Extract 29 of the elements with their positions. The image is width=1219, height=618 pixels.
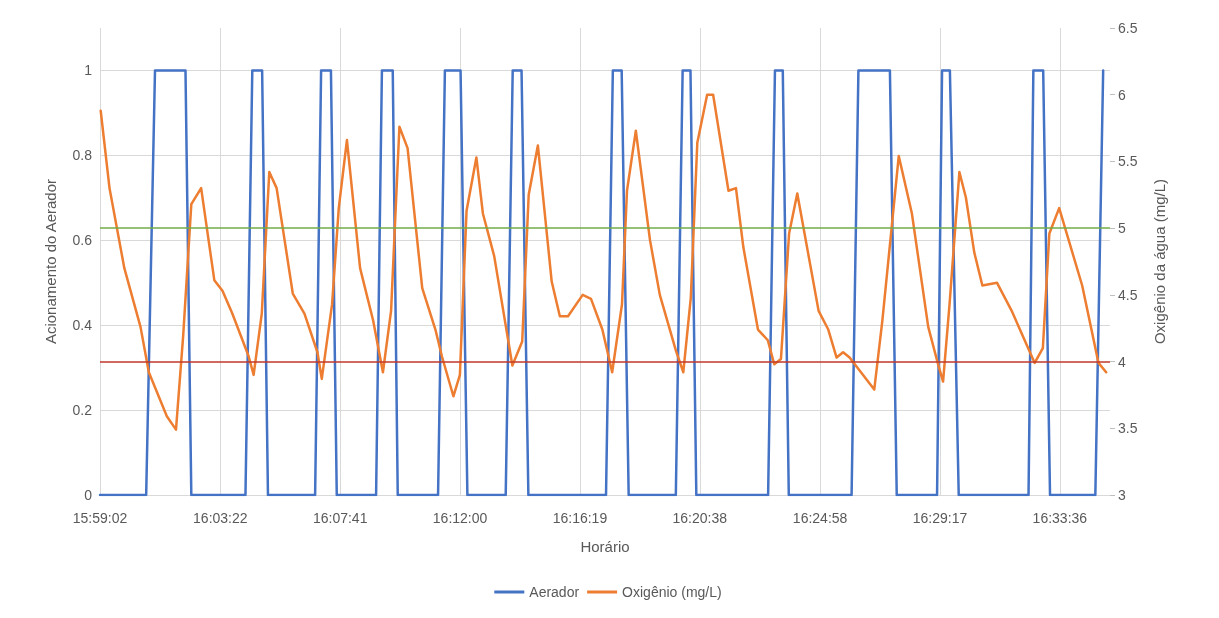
- y2-axis-title: Oxigênio da água (mg/L): [1151, 178, 1168, 345]
- y-tick-label: 0: [84, 487, 93, 503]
- line-series: [99, 93, 1108, 431]
- y-axis-title: Acionamento do Aerador: [42, 178, 59, 345]
- x-axis-title: Horário: [580, 538, 630, 555]
- legend-label: Oxigênio (mg/L): [622, 584, 722, 600]
- y2-tick-label: 6.5: [1118, 20, 1138, 36]
- y2-tick-label: 3.5: [1118, 420, 1138, 437]
- y2-tick-label: 4: [1118, 353, 1126, 370]
- y-tick-label: 0.4: [72, 317, 93, 334]
- x-tick-label: 16:07:41: [312, 510, 368, 526]
- legend-label: Aerador: [529, 584, 580, 600]
- x-tick-label: 16:29:17: [912, 510, 968, 526]
- y-tick-label: 1: [84, 62, 93, 79]
- x-tick-label: 16:16:19: [552, 510, 608, 526]
- y2-tick-label: 3: [1118, 487, 1126, 503]
- y-tick-label: 0.8: [72, 147, 93, 164]
- y2-tick-label: 5.5: [1118, 153, 1138, 170]
- x-tick-label: 16:33:36: [1032, 510, 1088, 526]
- x-tick-label: 15:59:02: [72, 510, 128, 526]
- y-tick-label: 0.6: [72, 232, 93, 249]
- y2-tick-label: 5: [1118, 220, 1126, 237]
- x-tick-label: 16:12:00: [432, 510, 488, 526]
- x-tick-label: 16:24:58: [792, 510, 848, 526]
- x-tick-label: 16:03:22: [193, 510, 248, 526]
- y2-tick-label: 4.5: [1118, 286, 1138, 303]
- y2-tick-label: 6: [1118, 86, 1126, 103]
- y-tick-label: 0.2: [72, 402, 93, 419]
- x-tick-label: 16:20:38: [672, 510, 728, 526]
